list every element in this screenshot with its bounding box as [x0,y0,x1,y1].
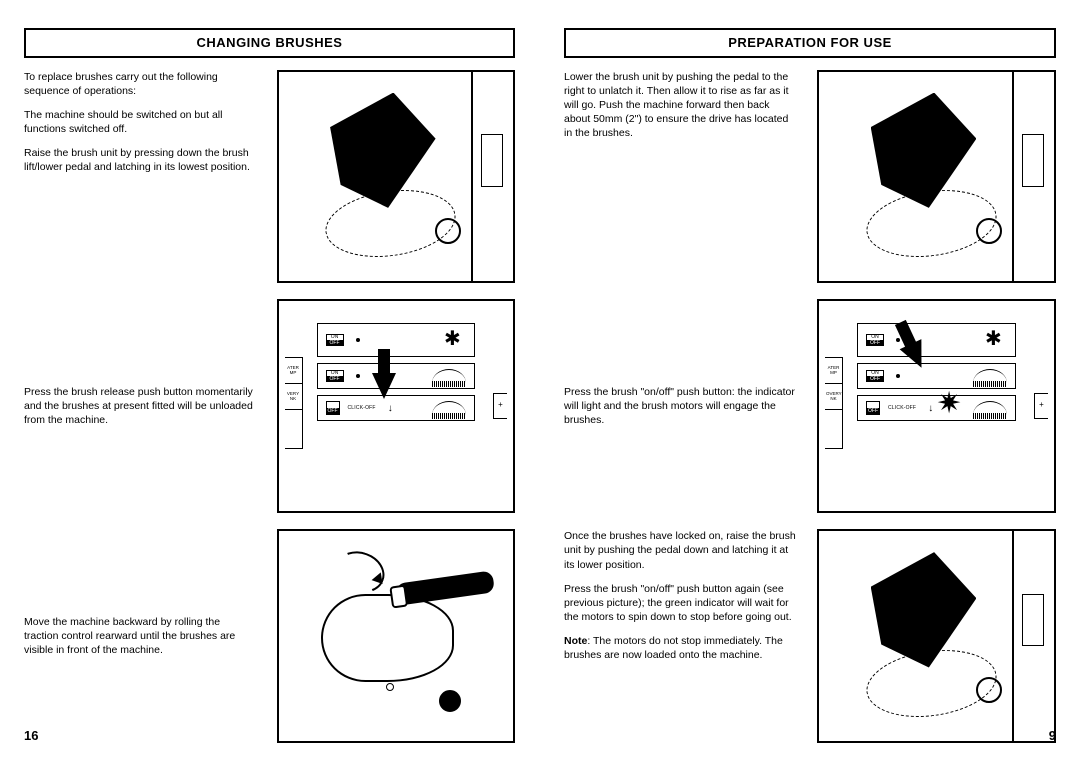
left-figure-3-traction-control [277,529,516,743]
down-arrow-icon [379,172,399,192]
paragraph: Press the brush "on/off" push button aga… [564,582,797,625]
paragraph: Press the brush release push button mome… [24,385,257,428]
side-labels: ATER MP OVERY NK [825,357,843,449]
panel-row-fan: ONOFF ✱ [857,323,1016,357]
fan-icon: ✱ [985,329,1007,351]
left-title: CHANGING BRUSHES [24,28,515,58]
handle-icon [395,571,496,606]
page-spread: CHANGING BRUSHES To replace brushes carr… [0,0,1080,763]
page-number-left: 16 [24,727,38,745]
switch-icon: ONOFF [326,334,344,346]
right-text-1: Lower the brush unit by pushing the peda… [564,70,803,284]
down-arrow-icon [920,632,940,652]
right-figure-2-control-panel: ATER MP OVERY NK + ONOFF ✱ ONOFF OFF CLI… [817,299,1056,513]
left-columns: To replace brushes carry out the followi… [24,70,515,743]
right-figure-1-pedal-lower [817,70,1056,284]
right-figure-3-pedal-latch [817,529,1056,743]
note-text: : The motors do not stop immediately. Th… [564,635,783,661]
page-number-right: 9 [1049,727,1056,745]
left-text-1: To replace brushes carry out the followi… [24,70,263,284]
wheel-icon [435,218,461,244]
indicator-dot-icon [356,338,360,342]
paragraph: Move the machine backward by rolling the… [24,615,257,658]
brush-icon [432,401,466,415]
right-text-3: Once the brushes have locked on, raise t… [564,529,803,743]
big-arrow-icon [372,373,396,399]
knob-icon [439,690,461,712]
left-figure-1-pedal-down [277,70,516,284]
paragraph: Note: The motors do not stop immediately… [564,634,797,662]
switch-icon: ONOFF [866,370,884,382]
indicator-dot-icon [356,374,360,378]
left-text-2: Press the brush release push button mome… [24,299,263,513]
page-left: CHANGING BRUSHES To replace brushes carr… [0,0,540,763]
machine-panel [471,72,513,282]
right-columns: Lower the brush unit by pushing the peda… [564,70,1056,743]
machine-panel [1012,531,1054,741]
screw-icon [386,683,394,691]
plus-label: + [1034,393,1048,419]
brush-icon [973,401,1007,415]
down-arrow-icon: ↓ [928,402,933,416]
panel-row-fan: ONOFF ✱ [317,323,476,357]
brush-icon [973,369,1007,383]
label: ATER MP [285,358,302,384]
paragraph: Once the brushes have locked on, raise t… [564,529,797,572]
switch-icon: ONOFF [326,370,344,382]
click-off-label: CLICK-OFF [888,405,916,412]
left-figure-2-control-panel: ATER MP VERY NK + ONOFF ✱ ONOFF OFF CLIC… [277,299,516,513]
paragraph: Lower the brush unit by pushing the peda… [564,70,797,141]
indicator-dot-icon [896,374,900,378]
side-labels: ATER MP VERY NK [285,357,303,449]
switch-icon: ONOFF [866,334,884,346]
brush-icon [432,369,466,383]
left-text-3: Move the machine backward by rolling the… [24,529,263,743]
machine-panel [1012,72,1054,282]
down-arrow-icon: ↓ [388,402,393,416]
off-button-icon: OFF [326,401,340,415]
paragraph: To replace brushes carry out the followi… [24,70,257,98]
off-button-icon: OFF [866,401,880,415]
label: VERY NK [285,384,302,410]
fan-icon: ✱ [444,329,466,351]
starburst-icon: ✷ [937,389,962,419]
panel-row-clickoff: OFF CLICK-OFF ↓ [317,395,476,421]
right-text-2: Press the brush "on/off" push button: th… [564,299,803,513]
wheel-icon [976,677,1002,703]
right-title: PREPARATION FOR USE [564,28,1056,58]
panel-row-brush: ONOFF [857,363,1016,389]
diagonal-arrow-icon [928,156,956,184]
paragraph: The machine should be switched on but al… [24,108,257,136]
motion-arrow-icon [329,545,390,600]
paragraph: Press the brush "on/off" push button: th… [564,385,797,428]
label: ATER MP [825,358,842,384]
click-off-label: CLICK-OFF [348,405,376,412]
note-label: Note [564,635,587,647]
wheel-icon [976,218,1002,244]
plus-label: + [493,393,507,419]
label: OVERY NK [825,384,842,410]
page-right: PREPARATION FOR USE Lower the brush unit… [540,0,1080,763]
paragraph: Raise the brush unit by pressing down th… [24,146,257,174]
indicator-dot-icon [896,338,900,342]
